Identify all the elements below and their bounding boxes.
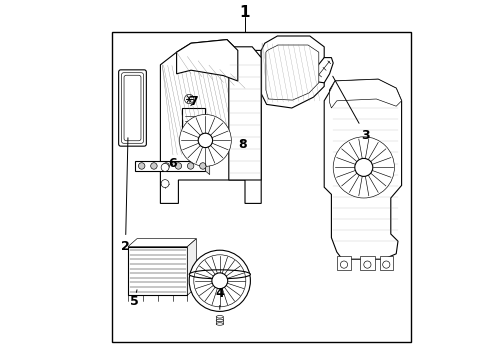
Bar xyxy=(182,108,205,135)
Circle shape xyxy=(179,114,231,166)
Ellipse shape xyxy=(151,163,157,169)
Polygon shape xyxy=(128,239,196,247)
Polygon shape xyxy=(176,40,238,81)
FancyBboxPatch shape xyxy=(119,70,147,146)
Text: 2: 2 xyxy=(121,138,130,253)
Circle shape xyxy=(185,94,194,104)
Ellipse shape xyxy=(187,163,194,169)
Polygon shape xyxy=(261,36,324,108)
Ellipse shape xyxy=(175,163,182,169)
Circle shape xyxy=(212,273,228,289)
Polygon shape xyxy=(205,161,210,175)
Ellipse shape xyxy=(216,319,223,322)
Text: 1: 1 xyxy=(240,5,250,20)
Circle shape xyxy=(383,261,390,268)
Ellipse shape xyxy=(163,163,170,169)
Text: 6: 6 xyxy=(169,157,177,170)
Ellipse shape xyxy=(216,323,223,325)
Circle shape xyxy=(189,250,250,311)
Circle shape xyxy=(355,158,373,176)
Polygon shape xyxy=(266,45,319,100)
Ellipse shape xyxy=(189,270,250,279)
Bar xyxy=(360,256,374,270)
Polygon shape xyxy=(135,161,205,171)
Circle shape xyxy=(161,163,169,171)
Ellipse shape xyxy=(199,163,206,169)
Polygon shape xyxy=(324,79,402,259)
FancyBboxPatch shape xyxy=(124,75,141,141)
Text: 8: 8 xyxy=(239,138,247,151)
Polygon shape xyxy=(187,239,196,295)
Ellipse shape xyxy=(139,163,145,169)
Polygon shape xyxy=(160,40,261,203)
Circle shape xyxy=(333,137,394,198)
Circle shape xyxy=(161,180,169,188)
Ellipse shape xyxy=(216,315,223,318)
FancyBboxPatch shape xyxy=(122,73,144,143)
Text: 4: 4 xyxy=(216,287,224,309)
Text: 5: 5 xyxy=(130,290,139,308)
Polygon shape xyxy=(330,79,402,108)
Bar xyxy=(112,32,411,342)
Polygon shape xyxy=(312,58,333,83)
Polygon shape xyxy=(229,47,261,180)
Circle shape xyxy=(198,133,213,148)
Text: 3: 3 xyxy=(333,76,370,141)
Bar xyxy=(380,256,392,270)
Circle shape xyxy=(341,261,347,268)
Circle shape xyxy=(364,261,371,268)
Bar xyxy=(186,135,198,143)
Bar xyxy=(337,256,351,270)
Text: 7: 7 xyxy=(190,95,198,108)
Bar xyxy=(128,247,187,295)
